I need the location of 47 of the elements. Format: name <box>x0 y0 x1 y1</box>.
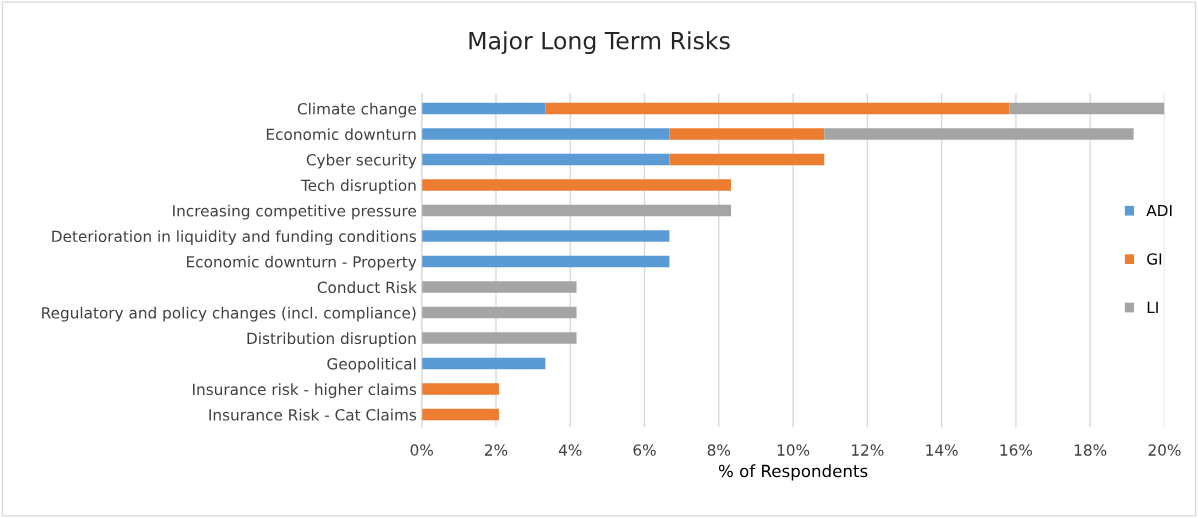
bar <box>421 306 577 319</box>
bar <box>545 102 1010 115</box>
legend-label: GI <box>1147 253 1162 265</box>
bar <box>1009 102 1165 115</box>
x-tick-label: 16% <box>1000 444 1033 456</box>
x-tick-label: 14% <box>926 444 958 456</box>
x-tick-label: 0% <box>410 444 433 456</box>
legend-label: ADI <box>1146 204 1172 217</box>
x-tick-label: 10% <box>777 444 810 456</box>
bar <box>669 153 825 166</box>
bar <box>421 281 577 293</box>
x-tick-label: 4% <box>558 444 582 456</box>
x-axis-title: % of Respondents <box>718 464 868 481</box>
x-tick-label: 12% <box>852 444 884 456</box>
x-tick-label: 8% <box>707 444 731 456</box>
bar <box>421 255 670 268</box>
bar <box>421 153 670 166</box>
y-tick-label: Regulatory and policy changes (incl. compliance) <box>42 306 416 322</box>
y-tick-label: Insurance risk - higher claims <box>193 383 417 399</box>
bar <box>421 204 732 217</box>
y-tick-label: Cyber security <box>306 153 417 169</box>
y-tick-label: Tech disruption <box>300 179 416 195</box>
x-tick-label: 20% <box>1148 444 1181 456</box>
y-tick-label: Deterioration in liquidity and funding conditions <box>52 230 417 246</box>
x-tick-label: 6% <box>633 444 656 456</box>
y-tick-label: Insurance Risk - Cat Claims <box>209 408 417 421</box>
y-tick-label: Economic downturn <box>266 128 416 141</box>
bar <box>421 179 732 191</box>
legend-label: LI <box>1147 301 1158 313</box>
y-tick-label: Geopolitical <box>327 357 416 373</box>
bar <box>421 128 670 140</box>
chart-title: Major Long Term Risks <box>469 31 730 55</box>
bar <box>421 357 546 370</box>
bar <box>421 383 499 395</box>
y-tick-label: Conduct Risk <box>317 281 417 294</box>
x-tick-label: 2% <box>484 444 508 456</box>
bar <box>421 230 670 242</box>
bar <box>824 128 1134 140</box>
bar <box>669 128 825 140</box>
bar <box>421 332 577 344</box>
y-tick-label: Increasing competitive pressure <box>173 204 417 220</box>
y-tick-label: Climate change <box>297 102 417 118</box>
y-tick-label: Distribution disruption <box>247 332 416 348</box>
bar <box>421 408 499 421</box>
bar <box>421 102 546 115</box>
y-tick-label: Economic downturn - Property <box>187 255 417 271</box>
x-tick-label: 18% <box>1074 444 1107 456</box>
